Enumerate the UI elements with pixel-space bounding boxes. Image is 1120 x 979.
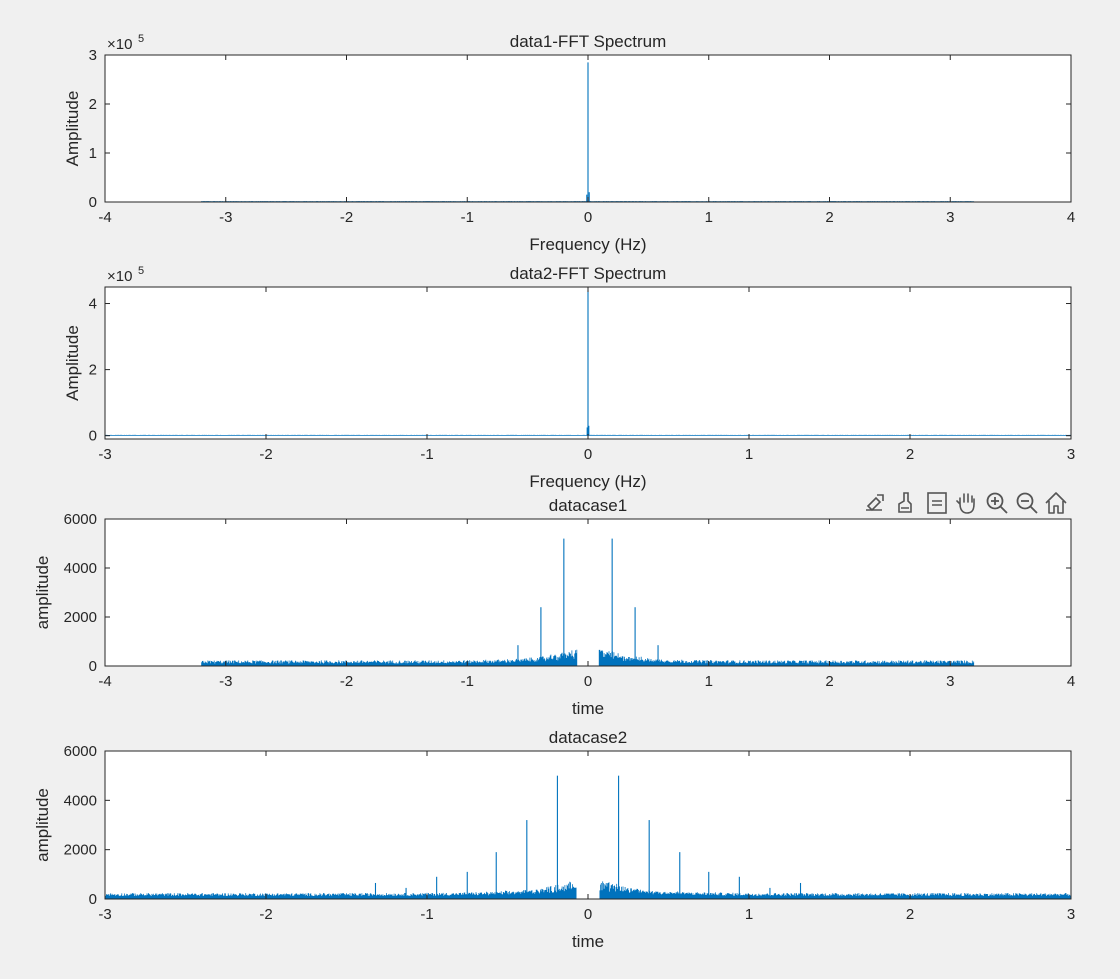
x-tick-label: -2 — [259, 446, 272, 463]
x-ticks: -3 -2 -1 0 1 2 3 — [98, 287, 1075, 463]
subplot-data1-fft[interactable]: -4 -3 -2 -1 0 1 2 3 4 0 1 2 3 data1-FFT Spectrum Fr… — [63, 32, 1075, 254]
x-axis-label: Frequency (Hz) — [529, 472, 646, 491]
y-tick-label: 3 — [89, 47, 97, 64]
y-axis-label: Amplitude — [63, 325, 82, 401]
x-tick-label: 3 — [1067, 906, 1075, 923]
chart-title: data1-FFT Spectrum — [510, 32, 667, 51]
brush-icon[interactable] — [893, 490, 919, 516]
y-tick-label: 0 — [89, 891, 97, 908]
y-tick-label: 1 — [89, 145, 97, 162]
zoom-out-icon[interactable] — [1014, 490, 1040, 516]
y-tick-label: 6000 — [64, 743, 97, 760]
axes-toolbar — [862, 490, 1069, 516]
series-line — [201, 538, 975, 666]
x-tick-label: 0 — [584, 673, 592, 690]
zoom-in-icon[interactable] — [984, 490, 1010, 516]
x-tick-label: 1 — [745, 446, 753, 463]
x-ticks: -3 -2 -1 0 1 2 3 — [98, 751, 1075, 923]
x-tick-label: 3 — [946, 673, 954, 690]
x-ticks: -4 -3 -2 -1 0 1 2 3 4 — [98, 519, 1075, 690]
x-tick-label: 3 — [946, 209, 954, 226]
x-tick-label: -2 — [340, 209, 353, 226]
x-tick-label: -1 — [420, 446, 433, 463]
y-tick-label: 0 — [89, 194, 97, 211]
y-axis-label: Amplitude — [63, 91, 82, 167]
y-ticks: 0 2 4 — [89, 296, 1071, 445]
y-ticks: 0 2000 4000 6000 — [64, 743, 1071, 908]
y-axis-label: amplitude — [33, 788, 52, 862]
x-tick-label: 1 — [705, 209, 713, 226]
x-axis-label: time — [572, 932, 604, 951]
exponent-label: ×10 5 — [107, 265, 144, 285]
x-tick-label: -1 — [420, 906, 433, 923]
exponent-power: 5 — [138, 265, 144, 277]
y-axis-label: amplitude — [33, 556, 52, 630]
x-tick-label: -3 — [219, 673, 232, 690]
chart-title: data2-FFT Spectrum — [510, 264, 667, 283]
export-icon[interactable] — [862, 490, 888, 516]
x-tick-label: -4 — [98, 673, 111, 690]
y-tick-label: 0 — [89, 428, 97, 445]
series-noise-floor — [201, 649, 975, 666]
x-tick-label: -3 — [219, 209, 232, 226]
y-tick-label: 4000 — [64, 792, 97, 809]
x-tick-label: 2 — [825, 673, 833, 690]
subplot-datacase1[interactable]: -4 -3 -2 -1 0 1 2 3 4 0 2000 4000 6000 datacase1 ti… — [33, 496, 1075, 718]
y-tick-label: 0 — [89, 658, 97, 675]
x-tick-label: -4 — [98, 209, 111, 226]
y-tick-label: 6000 — [64, 511, 97, 528]
x-tick-label: -1 — [461, 209, 474, 226]
plot-area — [105, 751, 1071, 899]
legend-icon[interactable] — [924, 490, 950, 516]
y-tick-label: 2000 — [64, 609, 97, 626]
x-tick-label: -2 — [259, 906, 272, 923]
y-ticks: 0 2000 4000 6000 — [64, 511, 1071, 675]
y-tick-label: 4 — [89, 296, 97, 313]
x-axis-label: Frequency (Hz) — [529, 235, 646, 254]
y-ticks: 0 1 2 3 — [89, 47, 1071, 211]
exponent-base: ×10 — [107, 268, 132, 285]
x-tick-label: -3 — [98, 906, 111, 923]
x-tick-label: 0 — [584, 906, 592, 923]
x-tick-label: -3 — [98, 446, 111, 463]
chart-title: datacase2 — [549, 728, 627, 747]
y-tick-label: 2 — [89, 96, 97, 113]
home-icon[interactable] — [1043, 490, 1069, 516]
pan-hand-icon[interactable] — [954, 490, 980, 516]
x-tick-label: 3 — [1067, 446, 1075, 463]
exponent-base: ×10 — [107, 36, 132, 53]
x-tick-label: 1 — [745, 906, 753, 923]
x-tick-label: -1 — [461, 673, 474, 690]
x-ticks: -4 -3 -2 -1 0 1 2 3 4 — [98, 55, 1075, 226]
y-tick-label: 2000 — [64, 842, 97, 859]
x-tick-label: 0 — [584, 209, 592, 226]
x-axis-label: time — [572, 699, 604, 718]
y-tick-label: 4000 — [64, 560, 97, 577]
y-tick-label: 2 — [89, 362, 97, 379]
x-tick-label: -2 — [340, 673, 353, 690]
x-tick-label: 0 — [584, 446, 592, 463]
chart-title: datacase1 — [549, 496, 627, 515]
plot-area — [105, 519, 1071, 666]
x-tick-label: 1 — [705, 673, 713, 690]
x-tick-label: 2 — [825, 209, 833, 226]
exponent-label: ×10 5 — [107, 33, 144, 53]
subplot-data2-fft[interactable]: -3 -2 -1 0 1 2 3 0 2 4 data2-FFT Spectrum Freque… — [63, 264, 1075, 491]
x-tick-label: 4 — [1067, 673, 1075, 690]
x-tick-label: 2 — [906, 446, 914, 463]
x-tick-label: 2 — [906, 906, 914, 923]
exponent-power: 5 — [138, 33, 144, 45]
x-tick-label: 4 — [1067, 209, 1075, 226]
